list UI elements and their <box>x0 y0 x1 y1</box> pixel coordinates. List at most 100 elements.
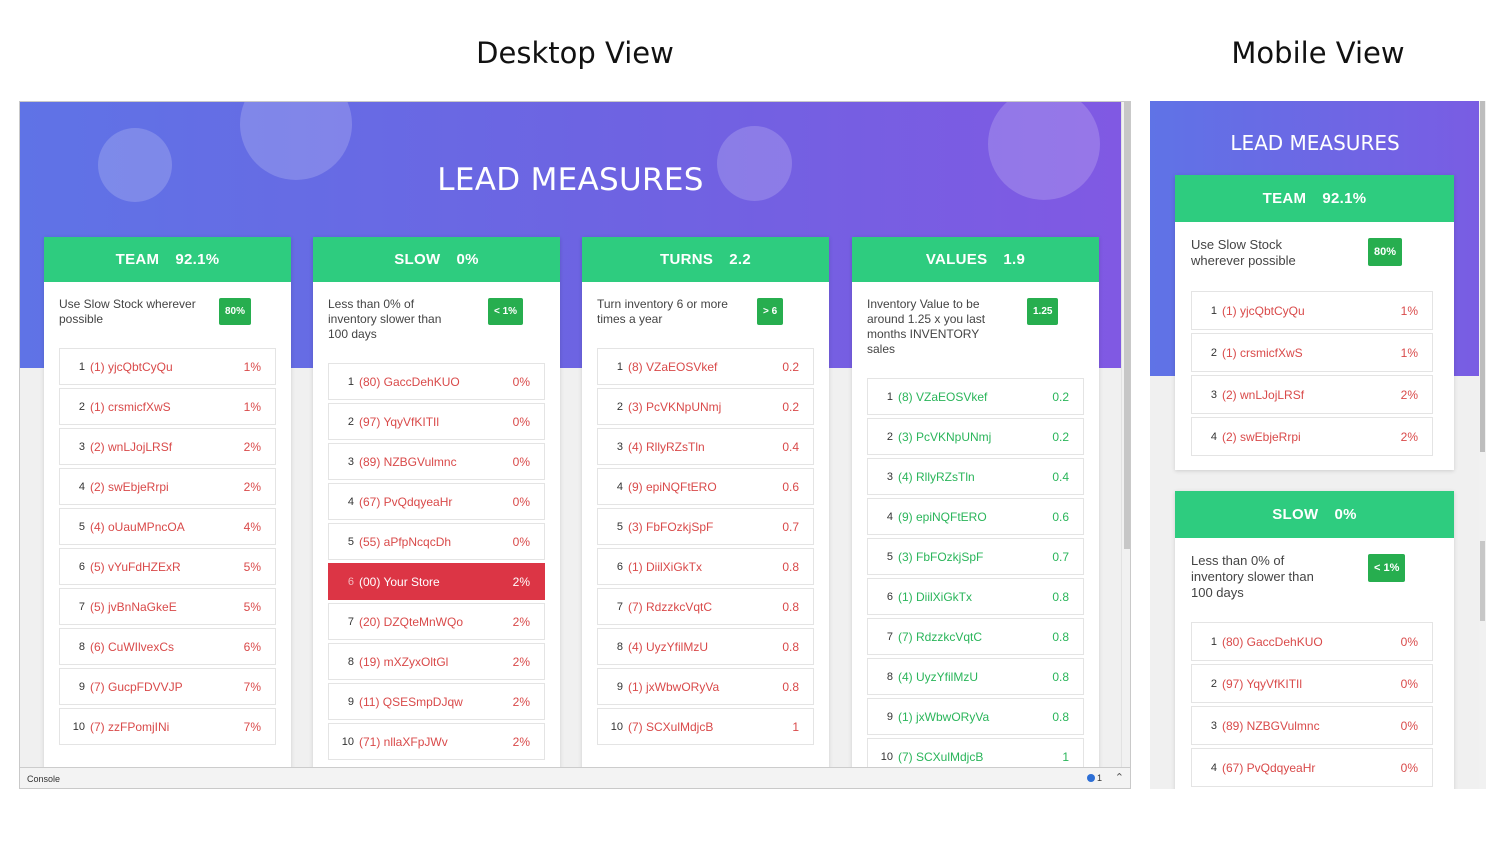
rank-row[interactable]: 1 (1) yjcQbtCyQu 1% <box>1191 291 1433 330</box>
rank-number: 8 <box>886 670 893 683</box>
store-value: 0.4 <box>1052 469 1069 484</box>
card-value: 0% <box>456 251 479 268</box>
rank-row[interactable]: 4 (2) swEbjeRrpi 2% <box>59 468 276 505</box>
rank-row[interactable]: 5 (4) oUauMPncOA 4% <box>59 508 276 545</box>
card-title: TURNS <box>660 251 714 268</box>
rank-row[interactable]: 5 (3) FbFOzkjSpF 0.7 <box>597 508 814 545</box>
rank-row[interactable]: 9 (11) QSESmpDJqw 2% <box>328 683 545 720</box>
rank-row[interactable]: 4 (67) PvQdqyeaHr 0% <box>328 483 545 520</box>
rank-row[interactable]: 3 (89) NZBGVulmnc 0% <box>1191 706 1433 745</box>
card-title: SLOW <box>1272 506 1319 523</box>
store-value: 0.6 <box>782 479 799 494</box>
rank-row[interactable]: 3 (89) NZBGVulmnc 0% <box>328 443 545 480</box>
rank-row[interactable]: 7 (7) RdzzkcVqtC 0.8 <box>867 618 1084 655</box>
rank-row[interactable]: 1 (8) VZaEOSVkef 0.2 <box>867 378 1084 415</box>
inner-scrollbar-thumb[interactable] <box>1480 541 1485 621</box>
rank-row[interactable]: 10 (7) SCXulMdjcB 1 <box>597 708 814 745</box>
rank-row[interactable]: 8 (4) UyzYfilMzU 0.8 <box>867 658 1084 695</box>
rank-number: 7 <box>886 630 893 643</box>
rank-row[interactable]: 2 (1) crsmicfXwS 1% <box>1191 333 1433 372</box>
store-value: 0.8 <box>1052 669 1069 684</box>
console-bar[interactable]: Console 1 ⌃ <box>20 767 1130 788</box>
rank-row[interactable]: 10 (7) SCXulMdjcB 1 <box>867 738 1084 772</box>
store-name: (7) SCXulMdjcB <box>898 749 984 764</box>
rank-row[interactable]: 10 (7) zzFPomjINi 7% <box>59 708 276 745</box>
rank-row[interactable]: 9 (7) GucpFDVVJP 7% <box>59 668 276 705</box>
store-value: 0.8 <box>782 639 799 654</box>
rank-row[interactable]: 1 (80) GaccDehKUO 0% <box>328 363 545 400</box>
rank-row[interactable]: 7 (20) DZQteMnWQo 2% <box>328 603 545 640</box>
store-value: 0.6 <box>1052 509 1069 524</box>
rank-number: 8 <box>347 655 354 668</box>
rank-row[interactable]: 9 (1) jxWbwORyVa 0.8 <box>597 668 814 705</box>
mobile-scrollbar[interactable] <box>1479 101 1486 789</box>
rank-row[interactable]: 4 (9) epiNQFtERO 0.6 <box>597 468 814 505</box>
rank-row[interactable]: 4 (67) PvQdqyeaHr 0% <box>1191 748 1433 787</box>
rank-row[interactable]: 9 (1) jxWbwORyVa 0.8 <box>867 698 1084 735</box>
store-name: (1) DiilXiGkTx <box>628 559 702 574</box>
desktop-view-label: Desktop View <box>476 36 674 70</box>
rank-number: 8 <box>78 640 85 653</box>
rank-row[interactable]: 2 (1) crsmicfXwS 1% <box>59 388 276 425</box>
rank-row[interactable]: 2 (97) YqyVfKITIl 0% <box>328 403 545 440</box>
store-value: 0.8 <box>782 679 799 694</box>
rank-row[interactable]: 5 (55) aPfpNcqcDh 0% <box>328 523 545 560</box>
scrollbar-thumb[interactable] <box>1480 101 1485 452</box>
store-name: (89) NZBGVulmnc <box>1222 718 1320 733</box>
store-name: (6) CuWIlvexCs <box>90 639 175 654</box>
rank-row[interactable]: 8 (4) UyzYfilMzU 0.8 <box>597 628 814 665</box>
card-value: 92.1% <box>1322 190 1367 207</box>
store-value: 1% <box>1400 345 1418 360</box>
rank-number: 2 <box>347 415 354 428</box>
rank-row[interactable]: 8 (6) CuWIlvexCs 6% <box>59 628 276 665</box>
store-value: 2% <box>243 479 261 494</box>
store-name: (80) GaccDehKUO <box>1222 634 1323 649</box>
console-count: 1 <box>1096 773 1102 783</box>
rank-row[interactable]: 4 (2) swEbjeRrpi 2% <box>1191 417 1433 456</box>
store-name: (1) jxWbwORyVa <box>628 679 720 694</box>
rank-row[interactable]: 1 (80) GaccDehKUO 0% <box>1191 622 1433 661</box>
rank-row[interactable]: 1 (8) VZaEOSVkef 0.2 <box>597 348 814 385</box>
rank-row[interactable]: 1 (1) yjcQbtCyQu 1% <box>59 348 276 385</box>
store-name: (19) mXZyxOltGl <box>359 654 449 669</box>
rank-row[interactable]: 6 (1) DiilXiGkTx 0.8 <box>867 578 1084 615</box>
rank-number: 3 <box>1210 388 1217 401</box>
desktop-scrollbar[interactable] <box>1121 102 1130 767</box>
target-badge: > 6 <box>757 298 784 325</box>
card-description-row: Use Slow Stock wherever possible 80% <box>1175 222 1454 269</box>
rank-row[interactable]: 3 (4) RllyRZsTln 0.4 <box>867 458 1084 495</box>
rank-row[interactable]: 7 (7) RdzzkcVqtC 0.8 <box>597 588 814 625</box>
store-name: (4) UyzYfilMzU <box>898 669 978 684</box>
scrollbar-thumb[interactable] <box>1124 102 1130 549</box>
rank-number: 7 <box>78 600 85 613</box>
console-message-count[interactable]: 1 <box>1086 773 1102 783</box>
rank-row[interactable]: 5 (3) FbFOzkjSpF 0.7 <box>867 538 1084 575</box>
store-name: (2) swEbjeRrpi <box>90 479 169 494</box>
rank-row[interactable]: 3 (2) wnLJojLRSf 2% <box>1191 375 1433 414</box>
rank-row[interactable]: 4 (9) epiNQFtERO 0.6 <box>867 498 1084 535</box>
rank-row[interactable]: 2 (3) PcVKNpUNmj 0.2 <box>597 388 814 425</box>
rank-row[interactable]: 7 (5) jvBnNaGkeE 5% <box>59 588 276 625</box>
chevron-up-icon[interactable]: ⌃ <box>1114 772 1124 784</box>
rank-row-your-store[interactable]: 6 (00) Your Store 2% <box>328 563 545 600</box>
store-value: 5% <box>243 599 261 614</box>
store-name: (7) GucpFDVVJP <box>90 679 183 694</box>
rank-row[interactable]: 10 (71) nllaXFpJWv 2% <box>328 723 545 760</box>
rank-row[interactable]: 2 (97) YqyVfKITIl 0% <box>1191 664 1433 703</box>
rank-number: 7 <box>347 615 354 628</box>
rank-row[interactable]: 3 (2) wnLJojLRSf 2% <box>59 428 276 465</box>
store-value: 0% <box>1400 760 1418 775</box>
rank-row[interactable]: 8 (19) mXZyxOltGl 2% <box>328 643 545 680</box>
store-name: (97) YqyVfKITIl <box>1222 676 1303 691</box>
console-tab[interactable]: Console <box>27 774 61 784</box>
rank-row[interactable]: 6 (5) vYuFdHZExR 5% <box>59 548 276 585</box>
card-description: Less than 0% of inventory slower than 10… <box>1191 553 1314 600</box>
store-value: 1% <box>243 399 261 414</box>
store-value: 0.8 <box>1052 709 1069 724</box>
mobile-frame: LEAD MEASURES TEAM 92.1% Use Slow Stock … <box>1150 101 1486 789</box>
store-value: 0% <box>1400 718 1418 733</box>
rank-row[interactable]: 6 (1) DiilXiGkTx 0.8 <box>597 548 814 585</box>
rank-row[interactable]: 2 (3) PcVKNpUNmj 0.2 <box>867 418 1084 455</box>
rank-list: 1 (1) yjcQbtCyQu 1% 2 (1) crsmicfXwS 1% 3 (2)… <box>59 348 276 748</box>
rank-row[interactable]: 3 (4) RllyRZsTln 0.4 <box>597 428 814 465</box>
